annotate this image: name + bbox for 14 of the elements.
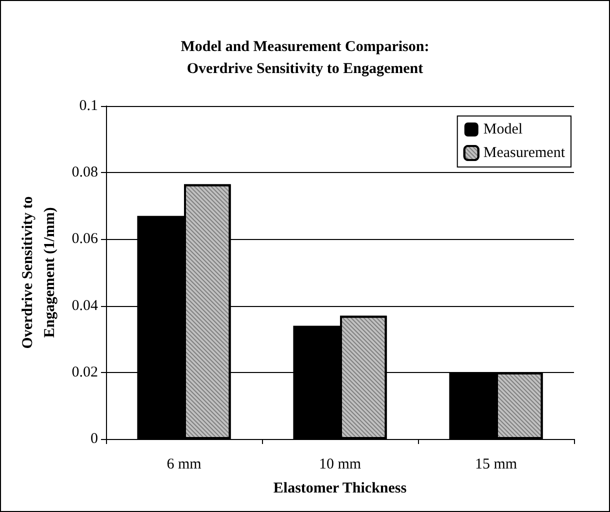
x-tick-label: 6 mm [166, 456, 202, 472]
y-tick-label: 0.02 [72, 364, 98, 380]
x-tick-label: 10 mm [318, 456, 362, 472]
legend-label: Measurement [483, 145, 566, 161]
y-tick-label: 0.06 [72, 231, 98, 248]
y-tick-label: 0.1 [79, 98, 98, 114]
y-tick-label: 0 [90, 431, 98, 447]
y-axis-title: Overdrive Sensitivity to Engagement (1/mm) [20, 196, 58, 349]
legend-label: Model [483, 122, 523, 138]
x-axis-title: Elastomer Thickness [273, 480, 407, 496]
y-tick-label: 0.04 [72, 298, 98, 314]
chart-title: Model and Measurement Comparison: Overdrive Sensitivity to Engagement [180, 39, 430, 77]
y-tick-label: 0.08 [72, 164, 98, 181]
x-tick-label: 15 mm [474, 456, 518, 472]
